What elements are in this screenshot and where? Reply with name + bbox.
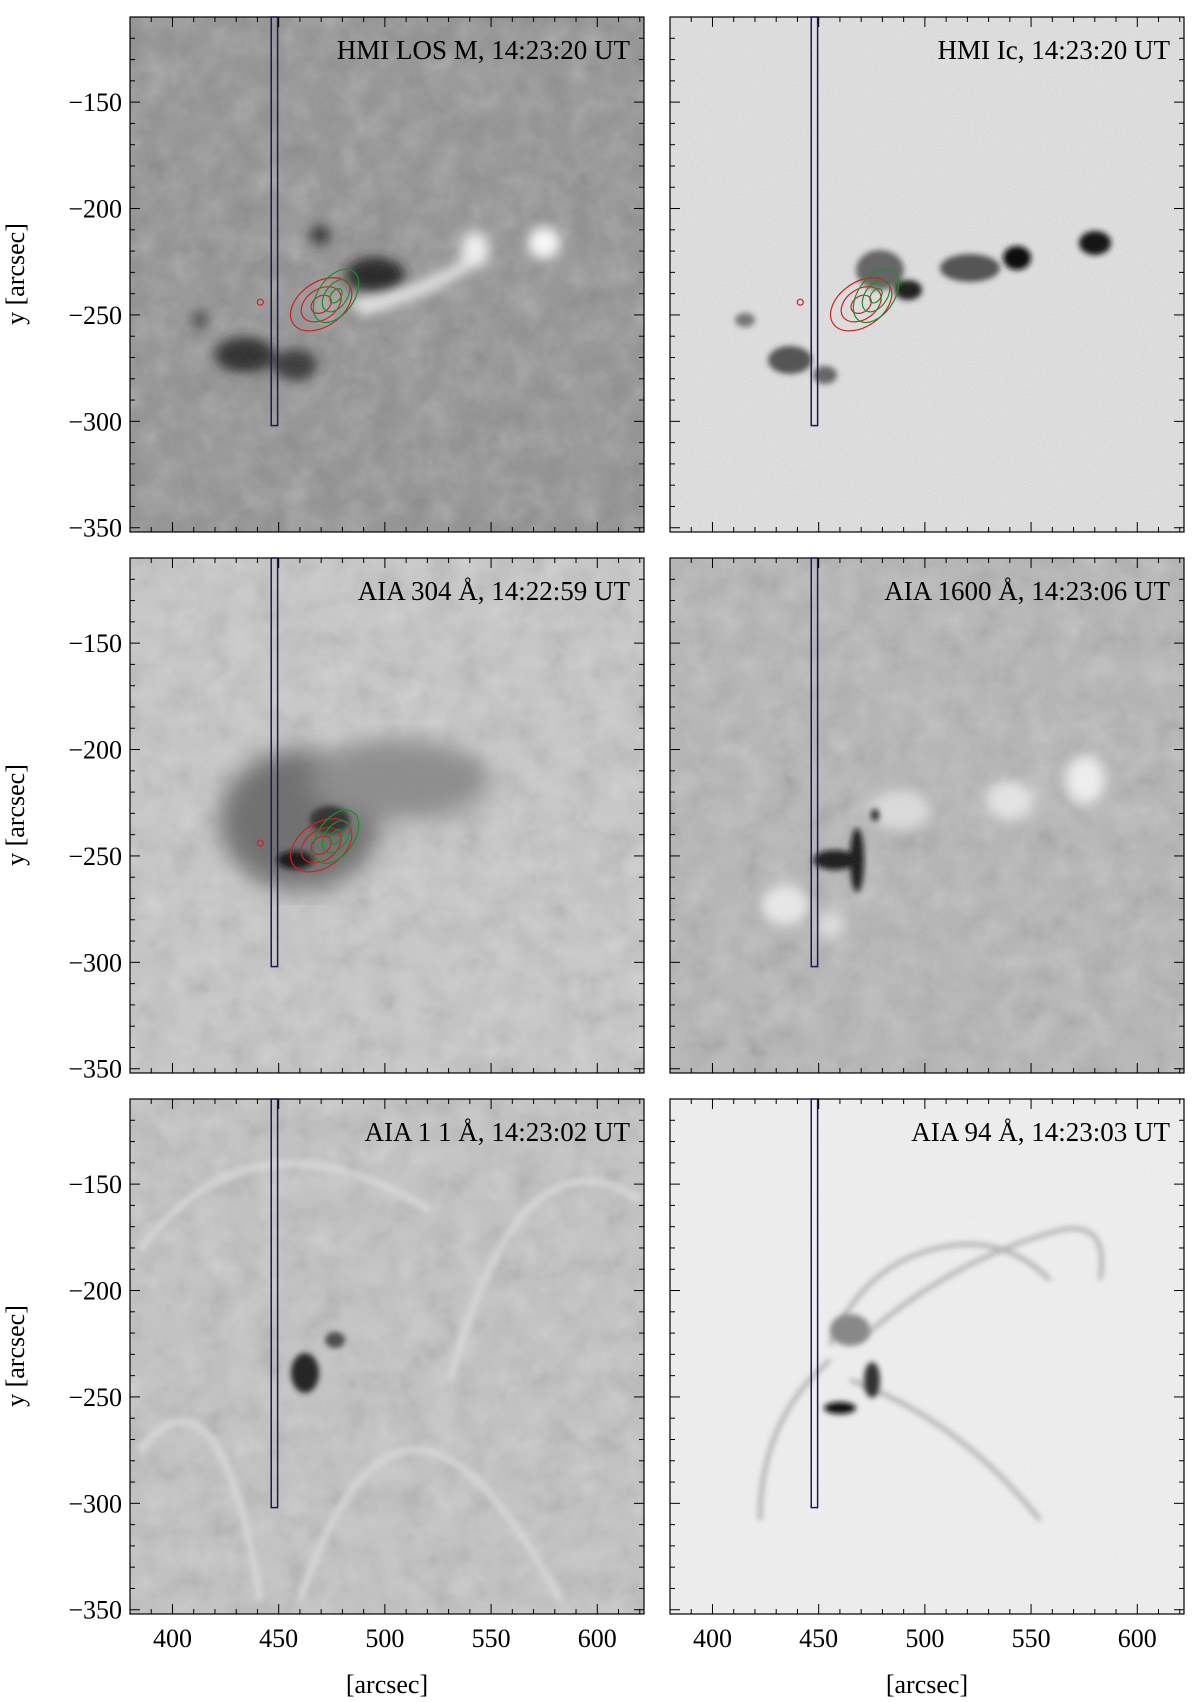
y-tick-label: −350 (68, 514, 122, 543)
x-axis-label: [arcsec] (346, 1670, 428, 1699)
y-axis-label: y [arcsec] (1, 223, 30, 325)
contour-red (796, 298, 804, 306)
y-axis-label: y [arcsec] (1, 1305, 30, 1407)
panel-title: HMI LOS M, 14:23:20 UT (337, 35, 631, 65)
y-tick-label: −150 (68, 629, 122, 658)
y-tick-label: −300 (68, 1489, 122, 1518)
x-tick-label: 600 (578, 1624, 617, 1653)
slit-box (810, 16, 819, 427)
x-tick-label: 500 (365, 1624, 404, 1653)
panel-border (129, 557, 645, 1074)
y-tick-label: −350 (68, 1596, 122, 1625)
slit-box (270, 1098, 279, 1509)
y-axis-label: y [arcsec] (1, 764, 30, 866)
panel-overlays: HMI LOS M, 14:23:20 UT −150 −200 −250 −300 −3… (68, 16, 1185, 1653)
y-tick-label: −250 (68, 301, 122, 330)
y-tick-label: −250 (68, 842, 122, 871)
contour-red (256, 839, 264, 847)
y-tick-label: −250 (68, 1383, 122, 1412)
contour-green (329, 829, 343, 845)
slit-box (810, 557, 819, 968)
panel-aia-131 (130, 1099, 644, 1614)
slit-box (270, 16, 279, 427)
contour-red (300, 827, 342, 864)
x-tick-label: 400 (153, 1624, 192, 1653)
contour-red (256, 298, 264, 306)
x-tick-label: 450 (799, 1624, 838, 1653)
panel-hmi-ic (670, 17, 1184, 532)
y-tick-label: −200 (68, 1277, 122, 1306)
slit-box (810, 1098, 819, 1509)
x-tick-label: 400 (693, 1624, 732, 1653)
contour-green (312, 809, 360, 865)
panel-border (129, 1098, 645, 1615)
panel-border (129, 16, 645, 533)
slit-box (270, 557, 279, 968)
y-tick-label: −350 (68, 1055, 122, 1084)
panel-aia-1600 (670, 558, 1184, 1073)
contour-green (852, 268, 900, 324)
x-tick-label: 550 (1012, 1624, 1051, 1653)
contour-green (312, 268, 360, 324)
contour-red (300, 286, 342, 323)
panel-title: AIA 304 Å, 14:22:59 UT (358, 576, 631, 606)
contour-red (840, 286, 882, 323)
panel-border (669, 1098, 1185, 1615)
x-tick-label: 500 (905, 1624, 944, 1653)
contour-green (321, 279, 351, 313)
panel-title: HMI Ic, 14:23:20 UT (938, 35, 1171, 65)
x-tick-label: 600 (1118, 1624, 1157, 1653)
panel-title: AIA 94 Å, 14:23:03 UT (911, 1117, 1170, 1147)
y-tick-label: −200 (68, 195, 122, 224)
panel-border (669, 557, 1185, 1074)
y-tick-label: −200 (68, 736, 122, 765)
y-tick-label: −150 (68, 1170, 122, 1199)
panel-aia-304 (130, 558, 644, 1073)
contour-green (869, 288, 883, 304)
y-tick-label: −300 (68, 948, 122, 977)
contour-green (329, 288, 343, 304)
contour-green (321, 820, 351, 854)
panel-title: AIA 1 1 Å, 14:23:02 UT (365, 1117, 631, 1147)
contour-green (861, 279, 891, 313)
y-tick-label: −300 (68, 407, 122, 436)
panel-border (669, 16, 1185, 533)
panel-title: AIA 1600 Å, 14:23:06 UT (884, 576, 1170, 606)
x-tick-label: 550 (472, 1624, 511, 1653)
y-tick-label: −150 (68, 88, 122, 117)
x-tick-label: 450 (259, 1624, 298, 1653)
panel-hmi-los (130, 17, 644, 532)
x-axis-label: [arcsec] (886, 1670, 968, 1699)
panel-aia-94 (670, 1099, 1184, 1614)
